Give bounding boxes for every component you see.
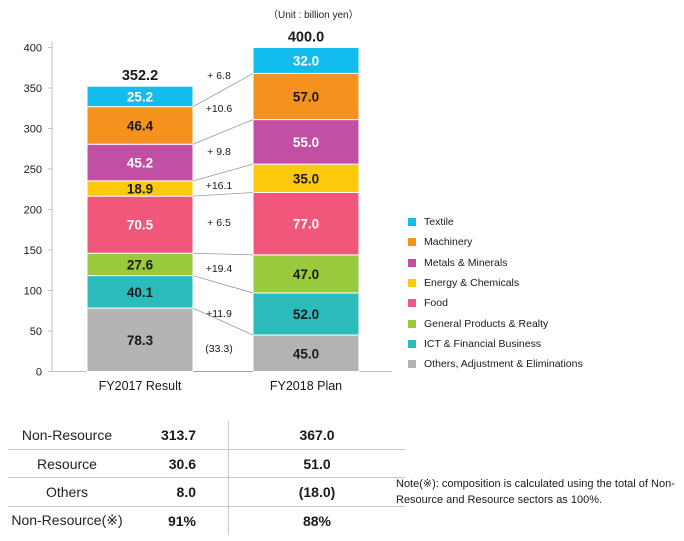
connector-line	[192, 252, 254, 256]
chart-legend: Textile Machinery Metals & Minerals Ener…	[408, 212, 583, 374]
segment-value-label: 18.9	[127, 181, 153, 196]
summary-table: Non-Resource 313.7 367.0 Resource 30.6 5…	[8, 421, 405, 535]
y-tick-label: 300	[24, 124, 42, 136]
y-tick-label: 0	[36, 367, 42, 379]
bar-segment	[252, 334, 360, 372]
table-row: Resource 30.6 51.0	[8, 449, 405, 479]
segment-value-label: 40.1	[127, 285, 154, 300]
legend-swatch	[408, 319, 416, 328]
segment-value-label: 35.0	[293, 171, 319, 186]
legend-item-metals: Metals & Minerals	[408, 253, 583, 273]
legend-item-textile: Textile	[408, 212, 583, 232]
bar-segment	[86, 85, 194, 108]
segment-value-label: 77.0	[293, 217, 319, 232]
x-category-label: FY2017 Result	[99, 379, 182, 393]
y-tick-label: 200	[24, 205, 42, 217]
change-annotation: +11.9	[206, 308, 232, 320]
bar-segment	[252, 163, 360, 193]
unit-note: （Unit : billion yen）	[268, 10, 359, 21]
segment-value-label: 46.4	[127, 118, 154, 133]
row-label: Others	[8, 477, 126, 508]
connector-line	[192, 275, 254, 294]
fy2017-value: 8.0	[126, 477, 229, 508]
bar-segment	[252, 47, 360, 74]
y-tick-label: 400	[24, 43, 42, 55]
change-annotation: +10.6	[206, 103, 233, 115]
bar-total-label: 400.0	[288, 30, 324, 46]
y-tick-label: 250	[24, 164, 42, 176]
change-annotation: +19.4	[206, 263, 233, 275]
table-row: Others 8.0 (18.0)	[8, 477, 405, 508]
bar-segment	[252, 119, 360, 165]
connector-line	[192, 163, 254, 182]
legend-item-machinery: Machinery	[408, 232, 583, 252]
legend-swatch	[408, 299, 416, 308]
legend-swatch	[408, 238, 416, 247]
legend-swatch	[408, 279, 416, 288]
legend-item-ict: ICT & Financial Business	[408, 334, 583, 354]
legend-item-others: Others, Adjustment & Eliminations	[408, 354, 583, 374]
legend-swatch	[408, 218, 416, 227]
y-tick-label: 150	[24, 245, 42, 257]
legend-swatch	[408, 360, 416, 369]
row-label: Non-Resource(※)	[11, 512, 123, 529]
change-annotation: +16.1	[206, 180, 233, 192]
y-tick-label: 350	[24, 83, 42, 95]
legend-item-energy: Energy & Chemicals	[408, 273, 583, 293]
y-tick-label: 100	[24, 286, 42, 298]
bar-segment	[86, 195, 194, 254]
composition-note: Note(※): composition is calculated using…	[396, 478, 675, 506]
change-annotation: + 6.5	[207, 217, 231, 229]
connector-line	[192, 307, 254, 336]
segment-value-label: 78.3	[127, 333, 154, 348]
bar-segment	[252, 72, 360, 121]
change-annotation: (33.3)	[205, 343, 232, 355]
segment-value-label: 25.2	[127, 89, 153, 104]
y-tick-label: 50	[30, 326, 42, 338]
table-row: Non-Resource 313.7 367.0	[8, 421, 405, 450]
fy2017-value: 91%	[126, 506, 229, 535]
legend-swatch	[408, 339, 416, 348]
segment-value-label: 32.0	[293, 53, 319, 68]
bar-total-label: 352.2	[122, 68, 158, 84]
fy2018-value: 88%	[302, 512, 332, 529]
connector-line	[192, 192, 254, 197]
table-row: Non-Resource(※) 91% 88%	[8, 506, 405, 535]
bar-segment	[86, 275, 194, 309]
change-annotation: + 9.8	[207, 146, 231, 158]
bar-segment	[252, 254, 360, 294]
bar-segment	[252, 191, 360, 256]
segment-value-label: 55.0	[293, 135, 319, 150]
segment-value-label: 45.0	[293, 346, 319, 361]
segment-value-label: 52.0	[293, 307, 319, 322]
x-category-label: FY2018 Plan	[270, 379, 342, 393]
bar-segment	[252, 292, 360, 336]
fy2018-value: (18.0)	[228, 477, 405, 508]
legend-item-general-products: General Products & Realty	[408, 313, 583, 333]
fy2018-value: 367.0	[228, 421, 405, 450]
change-annotation: + 6.8	[207, 70, 231, 82]
legend-item-food: Food	[408, 293, 583, 313]
segment-value-label: 70.5	[127, 218, 154, 233]
stacked-bar-chart: 0 50 100 150 200 250 300 350 400 78.3 40.1 27.6 70.5…	[24, 30, 392, 393]
row-label: Resource	[8, 449, 126, 479]
fy2017-value: 313.7	[126, 421, 229, 450]
row-label: Non-Resource	[8, 421, 126, 450]
connector-line	[192, 119, 254, 145]
legend-swatch	[408, 258, 416, 267]
bar-segment	[86, 106, 194, 145]
connector-line	[192, 73, 254, 107]
segment-value-label: 57.0	[293, 90, 319, 105]
segment-value-label: 27.6	[127, 257, 154, 272]
fy2017-value: 30.6	[126, 449, 229, 479]
segment-value-label: 47.0	[293, 267, 319, 282]
fy2018-value: 51.0	[228, 449, 405, 479]
segment-value-label: 45.2	[127, 156, 153, 171]
